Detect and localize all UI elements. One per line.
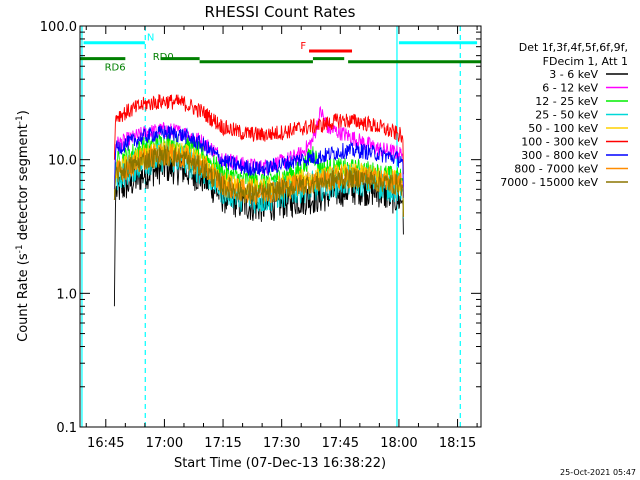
legend-item-label: 6 - 12 keV: [542, 82, 598, 95]
footer-timestamp: 25-Oct-2021 05:47: [560, 468, 636, 477]
series-lines: [113, 94, 404, 307]
y-axis: 0.1 1.0 10.0 100.0: [40, 20, 481, 436]
x-tick-label: 18:15: [439, 436, 476, 451]
flag-bars: NRD0RD6F: [80, 33, 481, 74]
legend-item-label: 7000 - 15000 keV: [500, 176, 598, 189]
x-tick-label: 17:45: [322, 436, 359, 451]
legend: Det 1f,3f,4f,5f,6f,9f, FDecim 1, Att 1 3…: [500, 41, 628, 189]
legend-item-label: 100 - 300 keV: [521, 136, 598, 149]
y-tick-label: 10.0: [48, 154, 77, 169]
legend-item-label: 25 - 50 keV: [535, 109, 598, 122]
y-axis-label: Count Rate (s-1 detector segment-1): [15, 110, 31, 342]
x-tick-label: 17:30: [263, 436, 300, 451]
x-tick-label: 17:00: [146, 436, 183, 451]
flag-bar-label: RD6: [105, 63, 126, 74]
x-axis-label: Start Time (07-Dec-13 16:38:22): [174, 456, 386, 471]
flag-bar-label: N: [147, 33, 154, 44]
legend-item-label: 50 - 100 keV: [528, 122, 598, 135]
x-tick-label: 17:15: [204, 436, 241, 451]
y-tick-label: 0.1: [56, 421, 77, 436]
y-tick-label: 100.0: [40, 20, 77, 35]
legend-header-line-2: FDecim 1, Att 1: [543, 55, 628, 68]
legend-item-label: 12 - 25 keV: [535, 95, 598, 108]
legend-header-line-1: Det 1f,3f,4f,5f,6f,9f,: [519, 41, 628, 54]
chart-title: RHESSI Count Rates: [205, 3, 356, 21]
legend-item-label: 300 - 800 keV: [521, 149, 598, 162]
vertical-marker-lines: [81, 26, 461, 427]
y-tick-label: 1.0: [56, 287, 77, 302]
flag-bar-label: F: [300, 41, 306, 52]
x-tick-label: 18:00: [380, 436, 417, 451]
plot-frame: [79, 25, 482, 428]
legend-item-label: 800 - 7000 keV: [514, 163, 598, 176]
series-line: [113, 125, 404, 198]
x-tick-label: 16:45: [87, 436, 124, 451]
series-line: [113, 94, 404, 175]
x-axis: 16:45 17:00 17:15 17:30 17:45 18:00 18:15: [85, 26, 478, 451]
series-line: [113, 145, 404, 218]
plot-area: NRD0RD6F: [79, 25, 482, 428]
legend-item-label: 3 - 6 keV: [549, 68, 598, 81]
